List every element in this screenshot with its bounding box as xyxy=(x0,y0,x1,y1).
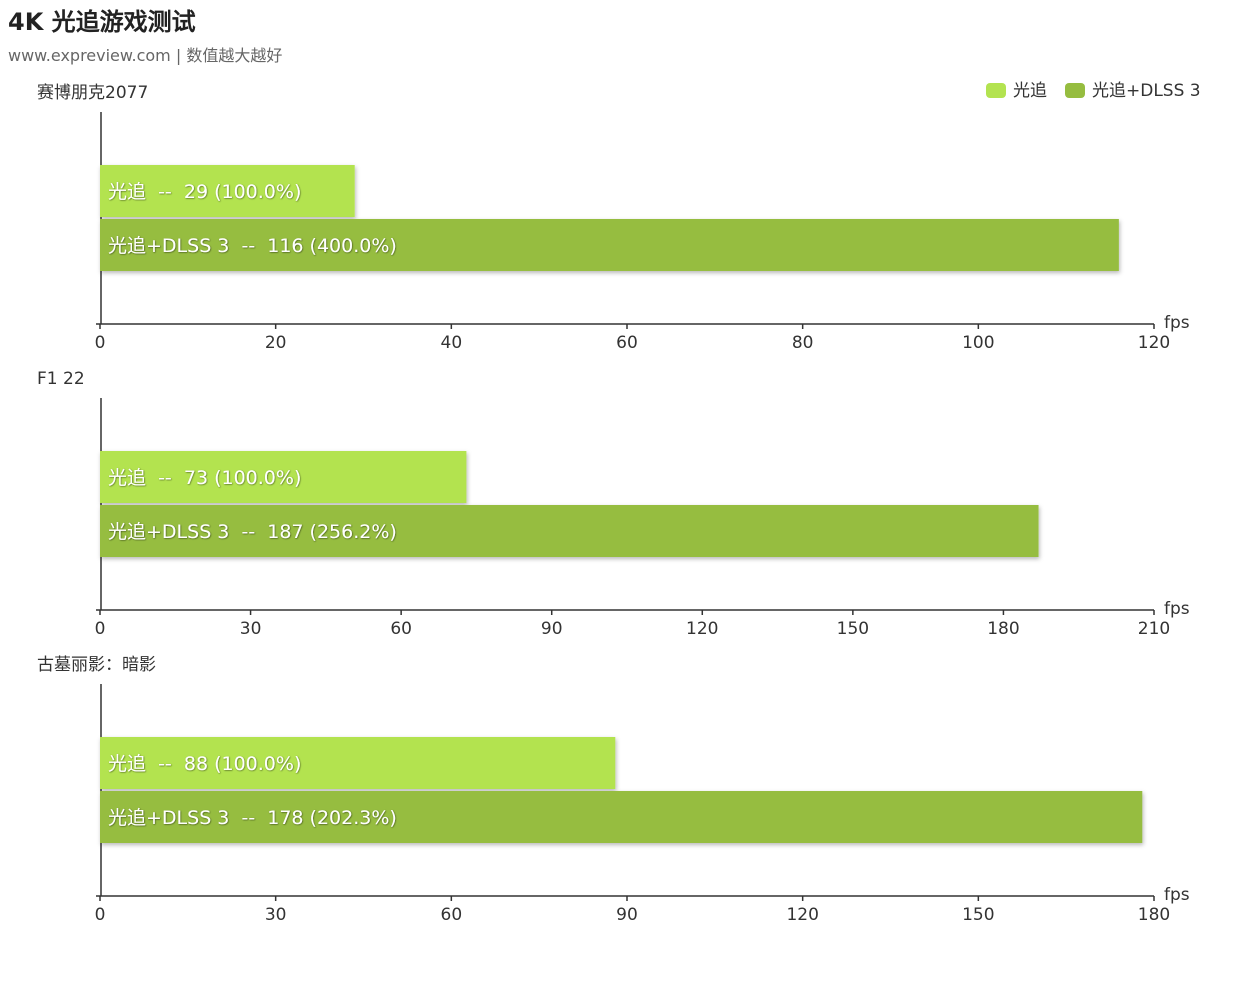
legend-swatch-2 xyxy=(1065,83,1085,98)
bar-label-2: 光追+DLSS 3 -- 178 (202.3%) xyxy=(108,807,397,829)
x-tick-label: 180 xyxy=(987,619,1019,639)
x-tick-label: 90 xyxy=(541,619,563,639)
legend-label-2: 光追+DLSS 3 xyxy=(1092,81,1201,101)
x-tick-label: 0 xyxy=(95,905,106,925)
x-tick-label: 20 xyxy=(265,333,287,353)
chart-title: 4K 光追游戏测试 xyxy=(8,8,196,36)
bar-2 xyxy=(100,219,1119,271)
bar-label-1: 光追 -- 73 (100.0%) xyxy=(108,467,301,489)
x-tick-label: 60 xyxy=(616,333,638,353)
x-tick-label: 0 xyxy=(95,619,106,639)
x-tick-label: 120 xyxy=(1138,333,1170,353)
x-tick-label: 90 xyxy=(616,905,638,925)
x-axis-unit: fps xyxy=(1164,599,1190,619)
bar-2 xyxy=(100,791,1143,843)
legend-label-1: 光追 xyxy=(1013,81,1047,101)
x-tick-label: 30 xyxy=(240,619,262,639)
bar-label-1: 光追 -- 29 (100.0%) xyxy=(108,181,301,203)
bar-1 xyxy=(100,737,616,789)
x-tick-label: 40 xyxy=(441,333,463,353)
x-axis-unit: fps xyxy=(1164,313,1190,333)
bar-1 xyxy=(100,451,467,503)
x-tick-label: 30 xyxy=(265,905,287,925)
x-tick-label: 210 xyxy=(1138,619,1170,639)
bar-1 xyxy=(100,165,355,217)
x-tick-label: 150 xyxy=(962,905,994,925)
x-tick-label: 80 xyxy=(792,333,814,353)
x-tick-label: 150 xyxy=(837,619,869,639)
legend-swatch-1 xyxy=(986,83,1006,98)
panel-title: 赛博朋克2077 xyxy=(37,82,148,103)
x-tick-label: 180 xyxy=(1138,905,1170,925)
chart-legend: 光追 光追+DLSS 3 xyxy=(986,81,1201,101)
chart-subtitle: www.expreview.com | 数值越大越好 xyxy=(8,46,283,65)
x-tick-label: 60 xyxy=(390,619,412,639)
panel-title: F1 22 xyxy=(37,369,85,389)
x-tick-label: 60 xyxy=(441,905,463,925)
panel-title: 古墓丽影：暗影 xyxy=(37,655,156,675)
bar-2 xyxy=(100,505,1039,557)
x-tick-label: 0 xyxy=(95,333,106,353)
x-tick-label: 100 xyxy=(962,333,994,353)
bar-label-2: 光追+DLSS 3 -- 187 (256.2%) xyxy=(108,521,397,543)
x-tick-label: 120 xyxy=(786,905,818,925)
x-axis-unit: fps xyxy=(1164,885,1190,905)
bar-label-2: 光追+DLSS 3 -- 116 (400.0%) xyxy=(108,235,397,257)
x-tick-label: 120 xyxy=(686,619,718,639)
bar-label-1: 光追 -- 88 (100.0%) xyxy=(108,753,301,775)
